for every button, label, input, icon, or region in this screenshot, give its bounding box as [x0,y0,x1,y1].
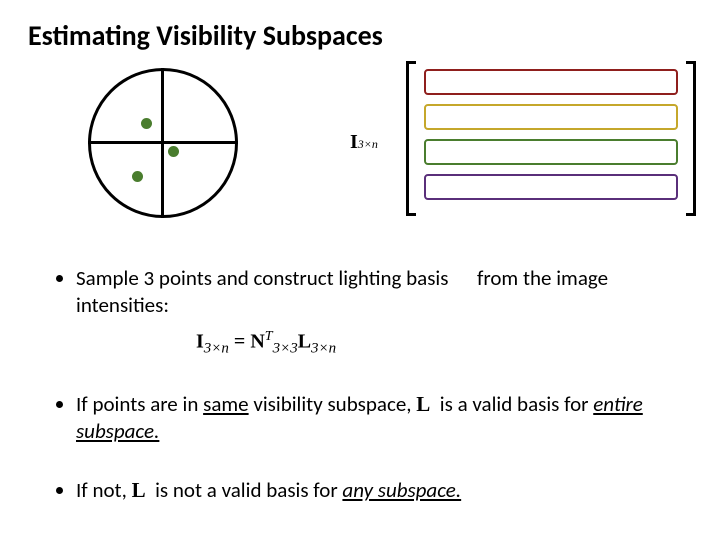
bullet-2-L: L [416,392,430,416]
sample-dot-2 [168,146,179,157]
matrix-brackets [406,61,696,216]
bullet-list: Sample 3 points and construct lighting b… [28,265,692,505]
bullet-3-L: L [132,478,146,502]
matrix-row-3 [424,139,678,165]
slide-root: Estimating Visibility Subspaces I3×n Sam… [0,0,720,540]
bullet-1-prefix: Sample 3 points and construct lighting b… [76,265,453,291]
right-bracket [686,61,696,216]
eq-N-sub: 3×3 [273,340,298,356]
sample-dot-1 [141,118,152,129]
left-bracket [406,61,416,216]
matrix-row-1 [424,69,678,95]
eq-N: N [250,330,264,352]
bullet-1-equation: I3×n = NT3×3L3×n [196,328,692,359]
bullet-3-prefix: If not, [76,477,132,503]
label-I-symbol: I [350,131,358,153]
figure-area: I3×n [28,63,692,243]
bullet-2-same: same [203,391,249,417]
matrix-row-2 [424,104,678,130]
circle-vertical-line [161,68,164,218]
eq-N-sup: T [265,329,273,344]
bullet-3: If not, L is not a valid basis for any s… [76,477,692,504]
sample-dot-3 [132,171,143,182]
eq-L-sub: 3×n [311,340,336,356]
matrix-row-4 [424,174,678,200]
eq-eq: = [229,330,250,352]
bullet-2: If points are in same visibility subspac… [76,391,692,446]
bullet-3-suffix: is not a valid basis for [150,477,342,503]
bullet-1: Sample 3 points and construct lighting b… [76,265,692,359]
eq-L: L [298,330,311,352]
partition-circle [88,68,238,218]
bullet-2-suffix: is a valid basis for [435,391,593,417]
label-I-subscript: 3×n [358,137,378,151]
bullet-3-any: any subspace. [342,477,461,503]
eq-I: I [196,330,204,352]
bullet-2-prefix: If points are in [76,391,203,417]
intensity-matrix-label: I3×n [350,131,378,154]
bullet-2-mid: visibility subspace, [249,391,417,417]
eq-I-sub: 3×n [204,340,229,356]
slide-title: Estimating Visibility Subspaces [28,18,692,53]
